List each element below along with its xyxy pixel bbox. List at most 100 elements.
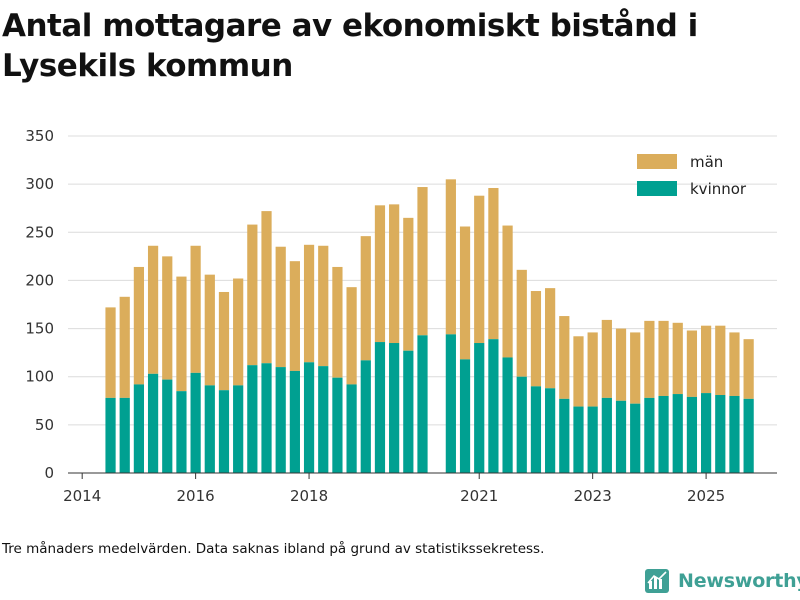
bar-kvinnor — [573, 406, 584, 473]
y-tick-label: 50 — [35, 416, 54, 434]
bar-kvinnor — [686, 396, 698, 473]
bar-kvinnor — [587, 406, 598, 473]
bar-man — [573, 336, 584, 407]
bar-kvinnor — [261, 363, 272, 473]
bar-kvinnor — [190, 372, 201, 473]
brand-name: Newsworthy — [678, 570, 800, 592]
newsworthy-logo-icon — [645, 569, 669, 593]
y-tick-label: 350 — [25, 127, 54, 145]
bar-kvinnor — [630, 403, 641, 473]
bar-kvinnor — [303, 362, 315, 473]
bar-kvinnor — [162, 379, 173, 473]
legend-swatch-kvinnor — [637, 181, 677, 196]
bar-man — [601, 319, 612, 398]
bar-man — [162, 256, 173, 380]
chart-title: Antal mottagare av ekonomiskt bistånd i … — [2, 8, 698, 84]
bar-kvinnor — [389, 343, 400, 473]
bar-kvinnor — [729, 395, 740, 473]
brand-logo[interactable]: Newsworthy — [644, 568, 800, 594]
y-tick-label: 100 — [25, 368, 54, 386]
bar-man — [516, 269, 527, 377]
bars — [105, 179, 754, 473]
x-tick-label: 2025 — [687, 487, 725, 505]
bar-kvinnor — [275, 367, 286, 473]
x-tick-label: 2021 — [460, 487, 498, 505]
bar-man — [559, 316, 570, 399]
y-tick-label: 300 — [25, 175, 54, 193]
bar-man — [587, 332, 598, 407]
x-tick-label: 2023 — [574, 487, 612, 505]
bar-man — [360, 236, 371, 361]
bar-kvinnor — [247, 365, 258, 473]
bar-kvinnor — [176, 391, 187, 473]
bar-kvinnor — [360, 360, 371, 473]
bar-man — [119, 296, 130, 398]
bar-kvinnor — [133, 384, 145, 473]
bar-kvinnor — [346, 384, 357, 473]
bar-man — [204, 274, 215, 386]
bar-kvinnor — [743, 398, 754, 473]
footnote: Tre månaders medelvärden. Data saknas ib… — [2, 541, 545, 557]
bar-man — [403, 217, 414, 351]
bar-kvinnor — [374, 342, 386, 473]
bar-kvinnor — [233, 385, 244, 473]
bar-kvinnor — [715, 395, 726, 473]
bar-man — [502, 225, 513, 358]
bar-kvinnor — [530, 386, 542, 473]
bar-man — [275, 246, 286, 368]
bar-man — [615, 328, 627, 401]
bar-man — [700, 325, 712, 394]
bar-kvinnor — [204, 385, 215, 473]
bar-man — [218, 291, 230, 391]
bar-man — [686, 330, 698, 397]
bar-man — [417, 187, 428, 336]
legend-swatch-man — [637, 154, 677, 169]
bar-man — [715, 325, 726, 396]
bar-man — [233, 278, 244, 386]
legend-label: män — [690, 153, 723, 171]
legend-label: kvinnor — [690, 180, 747, 198]
bar-man — [545, 288, 556, 389]
y-axis-ticks: 0 50 100 150 200 250 300 350 — [25, 127, 54, 482]
bar-kvinnor — [318, 366, 329, 473]
bar-kvinnor — [545, 388, 556, 473]
x-tick-label: 2016 — [177, 487, 215, 505]
bar-kvinnor — [403, 350, 414, 473]
bar-man — [630, 332, 641, 404]
bar-kvinnor — [615, 400, 627, 473]
bar-man — [176, 276, 187, 392]
bar-man — [133, 266, 145, 385]
bar-man — [743, 339, 754, 399]
bar-kvinnor — [332, 377, 343, 473]
bar-kvinnor — [488, 339, 499, 473]
bar-man — [445, 179, 456, 335]
bar-man — [474, 195, 485, 344]
bar-man — [247, 224, 258, 366]
bar-kvinnor — [644, 397, 655, 473]
bar-man — [672, 322, 683, 395]
y-tick-label: 200 — [25, 271, 54, 289]
y-tick-label: 0 — [44, 464, 54, 482]
bar-man — [190, 245, 201, 373]
y-tick-label: 250 — [25, 223, 54, 241]
legend: män kvinnor — [637, 153, 747, 198]
bar-man — [459, 226, 471, 360]
bar-kvinnor — [516, 376, 527, 473]
bar-kvinnor — [289, 370, 300, 473]
bar-man — [289, 261, 300, 371]
bar-man — [147, 245, 159, 374]
x-tick-label: 2014 — [63, 487, 101, 505]
bar-kvinnor — [474, 343, 485, 473]
bar-man — [530, 291, 542, 387]
bar-man — [261, 211, 272, 364]
bar-kvinnor — [459, 359, 471, 473]
bar-kvinnor — [417, 335, 428, 473]
bar-man — [332, 266, 343, 378]
bar-kvinnor — [658, 395, 669, 473]
y-tick-label: 150 — [25, 320, 54, 338]
bar-man — [389, 204, 400, 344]
bar-man — [318, 245, 329, 367]
bar-kvinnor — [672, 394, 683, 473]
bar-man — [729, 332, 740, 396]
